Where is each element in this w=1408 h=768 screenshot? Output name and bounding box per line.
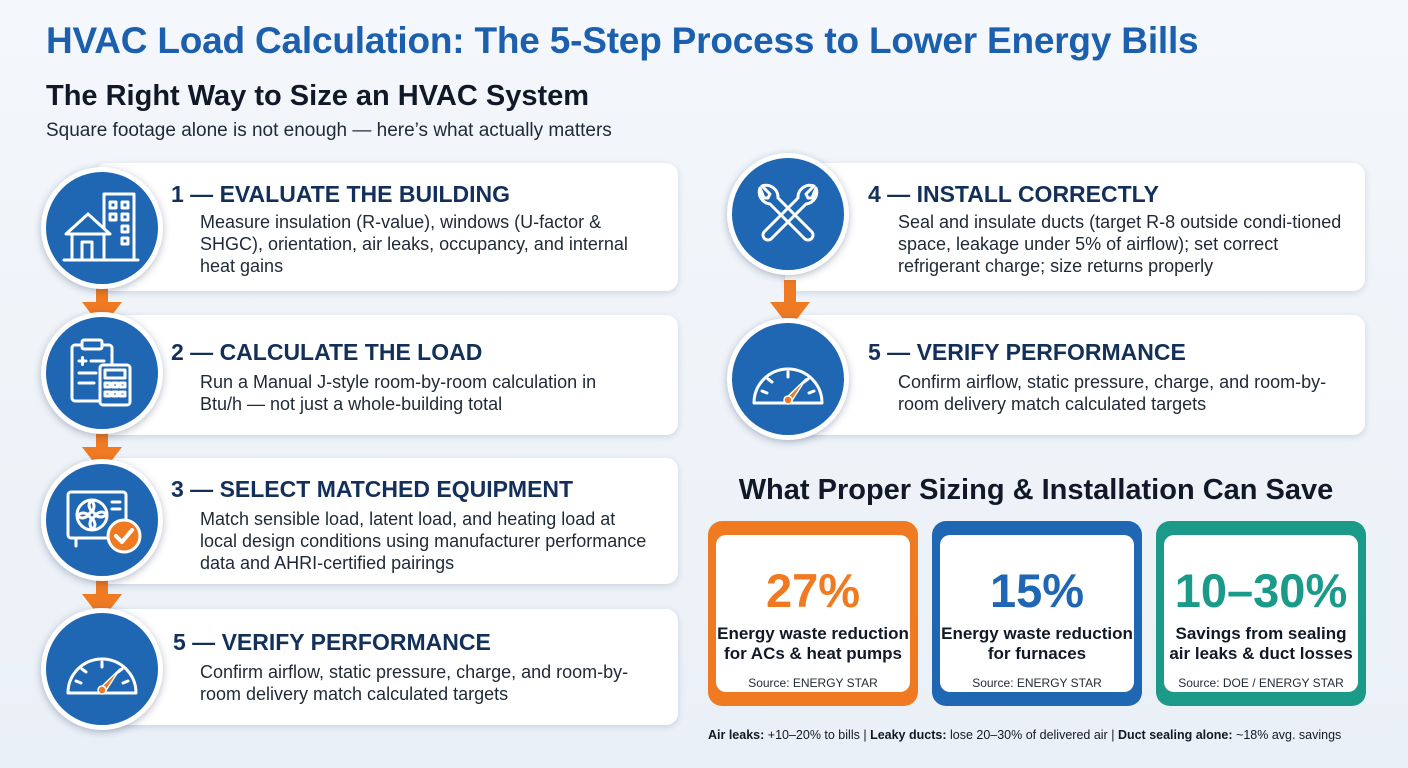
stat-card-ac: 27% Energy waste reduction for ACs & hea… <box>708 521 918 706</box>
footnote-air-leaks-value: +10–20% to bills <box>767 728 860 742</box>
stat-card-sealing: 10–30% Savings from sealing air leaks & … <box>1156 521 1366 706</box>
step-4-icon-circle <box>727 153 849 275</box>
page-subtitle: The Right Way to Size an HVAC System <box>46 80 590 112</box>
step-description: Match sensible load, latent load, and he… <box>200 509 647 573</box>
step-title: 2 — CALCULATE THE LOAD <box>171 339 483 365</box>
savings-heading: What Proper Sizing & Installation Can Sa… <box>738 474 1334 506</box>
stat-source: Source: ENERGY STAR <box>972 676 1102 690</box>
footnote-duct-sealing-value: ~18% avg. savings <box>1236 728 1342 742</box>
step-card-2: 2 — CALCULATE THE LOAD Run a Manual J-st… <box>95 315 678 435</box>
stat-value: 27% <box>765 564 861 617</box>
gauge-icon <box>66 657 138 695</box>
step-card-5-left: 5 — VERIFY PERFORMANCE Confirm airflow, … <box>95 609 678 725</box>
footnote: Air leaks: +10–20% to bills | Leaky duct… <box>708 728 1368 742</box>
stat-description: Energy waste reduction for ACs & heat pu… <box>717 624 909 663</box>
stat-card-body: 10–30% Savings from sealing air leaks & … <box>1164 535 1358 692</box>
arrow-down-icon <box>770 280 810 328</box>
step-description: Measure insulation (R-value), windows (U… <box>200 212 628 276</box>
step-3-icon-circle <box>41 459 163 581</box>
stat-description: Energy waste reduction for furnaces <box>941 624 1133 663</box>
gauge-icon <box>752 367 824 405</box>
step-description: Seal and insulate ducts (target R-8 outs… <box>898 212 1342 276</box>
building-icon <box>62 192 140 262</box>
step-title: 5 — VERIFY PERFORMANCE <box>868 339 1186 365</box>
step-title: 4 — INSTALL CORRECTLY <box>868 181 1159 207</box>
wrenches-icon <box>757 183 819 242</box>
step-description: Run a Manual J-style room-by-room calcul… <box>200 372 597 414</box>
step-description: Confirm airflow, static pressure, charge… <box>200 662 629 704</box>
step-title: 1 — EVALUATE THE BUILDING <box>171 181 511 207</box>
stat-card-body: 27% Energy waste reduction for ACs & hea… <box>716 535 910 692</box>
footnote-separator: | <box>863 728 867 742</box>
step-1-icon-circle <box>41 167 163 289</box>
stat-card-furnace: 15% Energy waste reduction for furnaces … <box>932 521 1142 706</box>
step-card-4: 4 — INSTALL CORRECTLY Seal and insulate … <box>785 163 1365 291</box>
page-tagline: Square footage alone is not enough — her… <box>46 120 612 141</box>
step-description: Confirm airflow, static pressure, charge… <box>898 372 1327 414</box>
step-2-icon-circle <box>41 312 163 434</box>
step-title: 3 — SELECT MATCHED EQUIPMENT <box>171 476 574 502</box>
condenser-check-icon <box>66 490 142 554</box>
step-card-1: 1 — EVALUATE THE BUILDING Measure insula… <box>95 163 678 291</box>
stat-description: Savings from sealing air leaks & duct lo… <box>1169 624 1353 663</box>
stat-value: 15% <box>989 564 1085 617</box>
footnote-separator: | <box>1111 728 1115 742</box>
step-card-5-right: 5 — VERIFY PERFORMANCE Confirm airflow, … <box>785 315 1365 435</box>
footnote-duct-sealing-label: Duct sealing alone: <box>1117 728 1233 742</box>
step-5-right-icon-circle <box>727 318 849 440</box>
clipboard-calculator-icon <box>70 338 132 407</box>
footnote-leaky-ducts-value: lose 20–30% of delivered air <box>949 728 1108 742</box>
stat-value: 10–30% <box>1174 564 1348 617</box>
stat-source: Source: DOE / ENERGY STAR <box>1178 676 1344 690</box>
stat-card-body: 15% Energy waste reduction for furnaces … <box>940 535 1134 692</box>
page-title: HVAC Load Calculation: The 5-Step Proces… <box>46 20 1199 61</box>
footnote-air-leaks-label: Air leaks: <box>708 728 765 742</box>
step-title: 5 — VERIFY PERFORMANCE <box>173 629 491 655</box>
step-5-left-icon-circle <box>41 608 163 730</box>
footnote-leaky-ducts-label: Leaky ducts: <box>870 728 947 742</box>
stat-source: Source: ENERGY STAR <box>748 676 878 690</box>
step-card-3: 3 — SELECT MATCHED EQUIPMENT Match sensi… <box>95 458 678 584</box>
